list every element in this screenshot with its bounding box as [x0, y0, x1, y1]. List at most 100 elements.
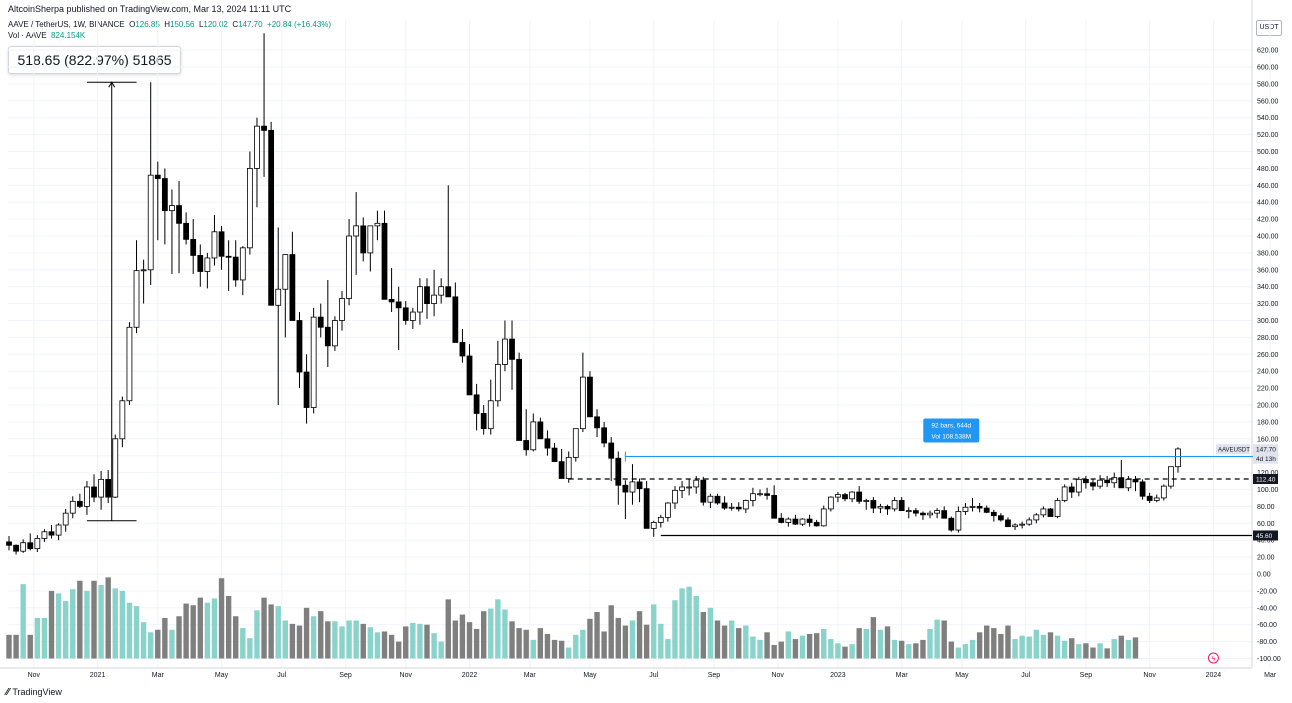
candle-down — [1139, 481, 1146, 497]
candle-down — [424, 286, 430, 305]
candle-down — [1104, 479, 1111, 484]
volume-bar — [1097, 643, 1103, 659]
volume-bar — [1132, 637, 1139, 659]
volume-bar — [863, 628, 869, 659]
time-tick-label: Nov — [771, 672, 784, 679]
price-tick-label: 320.00 — [1257, 301, 1279, 308]
candle-down — [714, 495, 721, 504]
price-tick-label: 580.00 — [1257, 81, 1279, 88]
volume-bar — [310, 616, 317, 659]
candle-down — [1132, 478, 1139, 483]
ohlc-close: 147.70 — [238, 20, 263, 29]
candle-up — [905, 510, 912, 513]
volume-bar — [594, 612, 600, 659]
volume-bar — [1090, 647, 1096, 659]
volume-bar — [41, 617, 48, 659]
volume-bar — [927, 628, 933, 659]
volume-bar — [566, 647, 572, 659]
candle-up — [707, 495, 714, 503]
candle-up — [254, 125, 260, 169]
time-tick-label: 2022 — [462, 672, 478, 679]
price-axis-labels: AAVEUSDT 147.70 4d 13h 112.40 45.60 ϟ — [1207, 444, 1278, 664]
symbol-name[interactable]: AAVE / TetherUS, 1W, BINANCE — [8, 20, 125, 29]
volume-bar — [155, 629, 161, 659]
volume-bar — [1040, 634, 1047, 659]
candle-down — [190, 238, 197, 256]
volume-bar — [778, 641, 784, 659]
volume-bar — [268, 604, 274, 659]
volume-label[interactable]: Vol · AAVE — [8, 31, 47, 40]
candle-down — [381, 222, 388, 300]
candle-up — [332, 320, 338, 347]
ohlc-low-label: L — [198, 20, 204, 29]
tradingview-logo[interactable]: ⁄⁄ TradingView — [6, 687, 62, 698]
candle-up — [1160, 485, 1167, 499]
volume-bar — [643, 624, 650, 659]
candle-down — [289, 254, 296, 321]
candle-up — [728, 506, 735, 509]
volume-bar — [870, 617, 877, 659]
volume-bar — [105, 577, 111, 659]
candle-up — [282, 254, 289, 290]
candle-down — [6, 541, 12, 546]
volume-bar — [77, 580, 83, 659]
time-axis[interactable]: Nov 2021 Mar May Jul Sep Nov 2022 Mar May Jul Sep No… — [0, 667, 1292, 679]
candle-down — [13, 544, 19, 552]
drawing-tools[interactable]: 92 bars, 644d Vol 108.538M — [86, 81, 1279, 537]
date-range-volume-text: Vol 108.538M — [931, 434, 971, 441]
volume-bar — [764, 632, 770, 659]
candle-up — [877, 505, 884, 509]
symbol-price-tag-text: AAVEUSDT — [1218, 448, 1250, 454]
volume-value: 824.154K — [51, 31, 86, 40]
candle-down — [643, 488, 650, 529]
currency-button[interactable]: USDT — [1256, 20, 1282, 36]
volume-bar — [934, 619, 940, 659]
candle-down — [806, 518, 813, 523]
candle-down — [537, 421, 544, 440]
price-tick-label: 560.00 — [1257, 98, 1279, 105]
price-tick-label: 500.00 — [1257, 149, 1279, 156]
candle-down — [324, 326, 331, 347]
dividends-event-icon — [1207, 652, 1219, 664]
volume-bar — [431, 633, 437, 659]
candle-up — [820, 508, 827, 527]
candle-down — [161, 178, 168, 212]
volume-bars — [6, 577, 1139, 659]
candle-up — [353, 225, 360, 237]
candle-down — [941, 510, 948, 519]
candle-down — [920, 512, 926, 516]
volume-bar — [91, 580, 97, 659]
price-tick-label: 360.00 — [1257, 267, 1279, 274]
price-axis[interactable]: 620.00 600.00 580.00 560.00 540.00 520.00 500.… — [1251, 0, 1281, 668]
price-tick-label: 220.00 — [1257, 386, 1279, 393]
candle-down — [154, 174, 161, 179]
candle-down — [232, 256, 239, 281]
candle-up — [431, 294, 437, 304]
volume-bar — [785, 631, 792, 659]
volume-bar — [941, 620, 947, 659]
price-tick-label: 300.00 — [1257, 318, 1279, 325]
candle-down — [296, 320, 303, 373]
time-tick-label: 2024 — [1206, 672, 1222, 679]
volume-bar — [48, 590, 55, 659]
candle-up — [374, 222, 381, 227]
volume-bar — [303, 607, 310, 659]
price-level-text: 45.60 — [1256, 533, 1273, 540]
candle-down — [317, 316, 324, 328]
volume-bar — [318, 611, 324, 659]
time-tick-label: Jul — [649, 672, 658, 679]
candle-up — [891, 500, 898, 510]
candle-down — [105, 478, 112, 498]
volume-bar — [98, 584, 104, 659]
candle-up — [69, 500, 76, 514]
volume-bar — [176, 616, 182, 659]
volume-bar — [360, 623, 366, 659]
volume-bar — [62, 601, 69, 659]
candle-up — [41, 531, 48, 539]
candle-down — [997, 515, 1004, 521]
candle-up — [339, 298, 345, 321]
candle-up — [98, 478, 104, 498]
time-tick-label: Jul — [1021, 672, 1030, 679]
candle-down — [594, 416, 600, 429]
